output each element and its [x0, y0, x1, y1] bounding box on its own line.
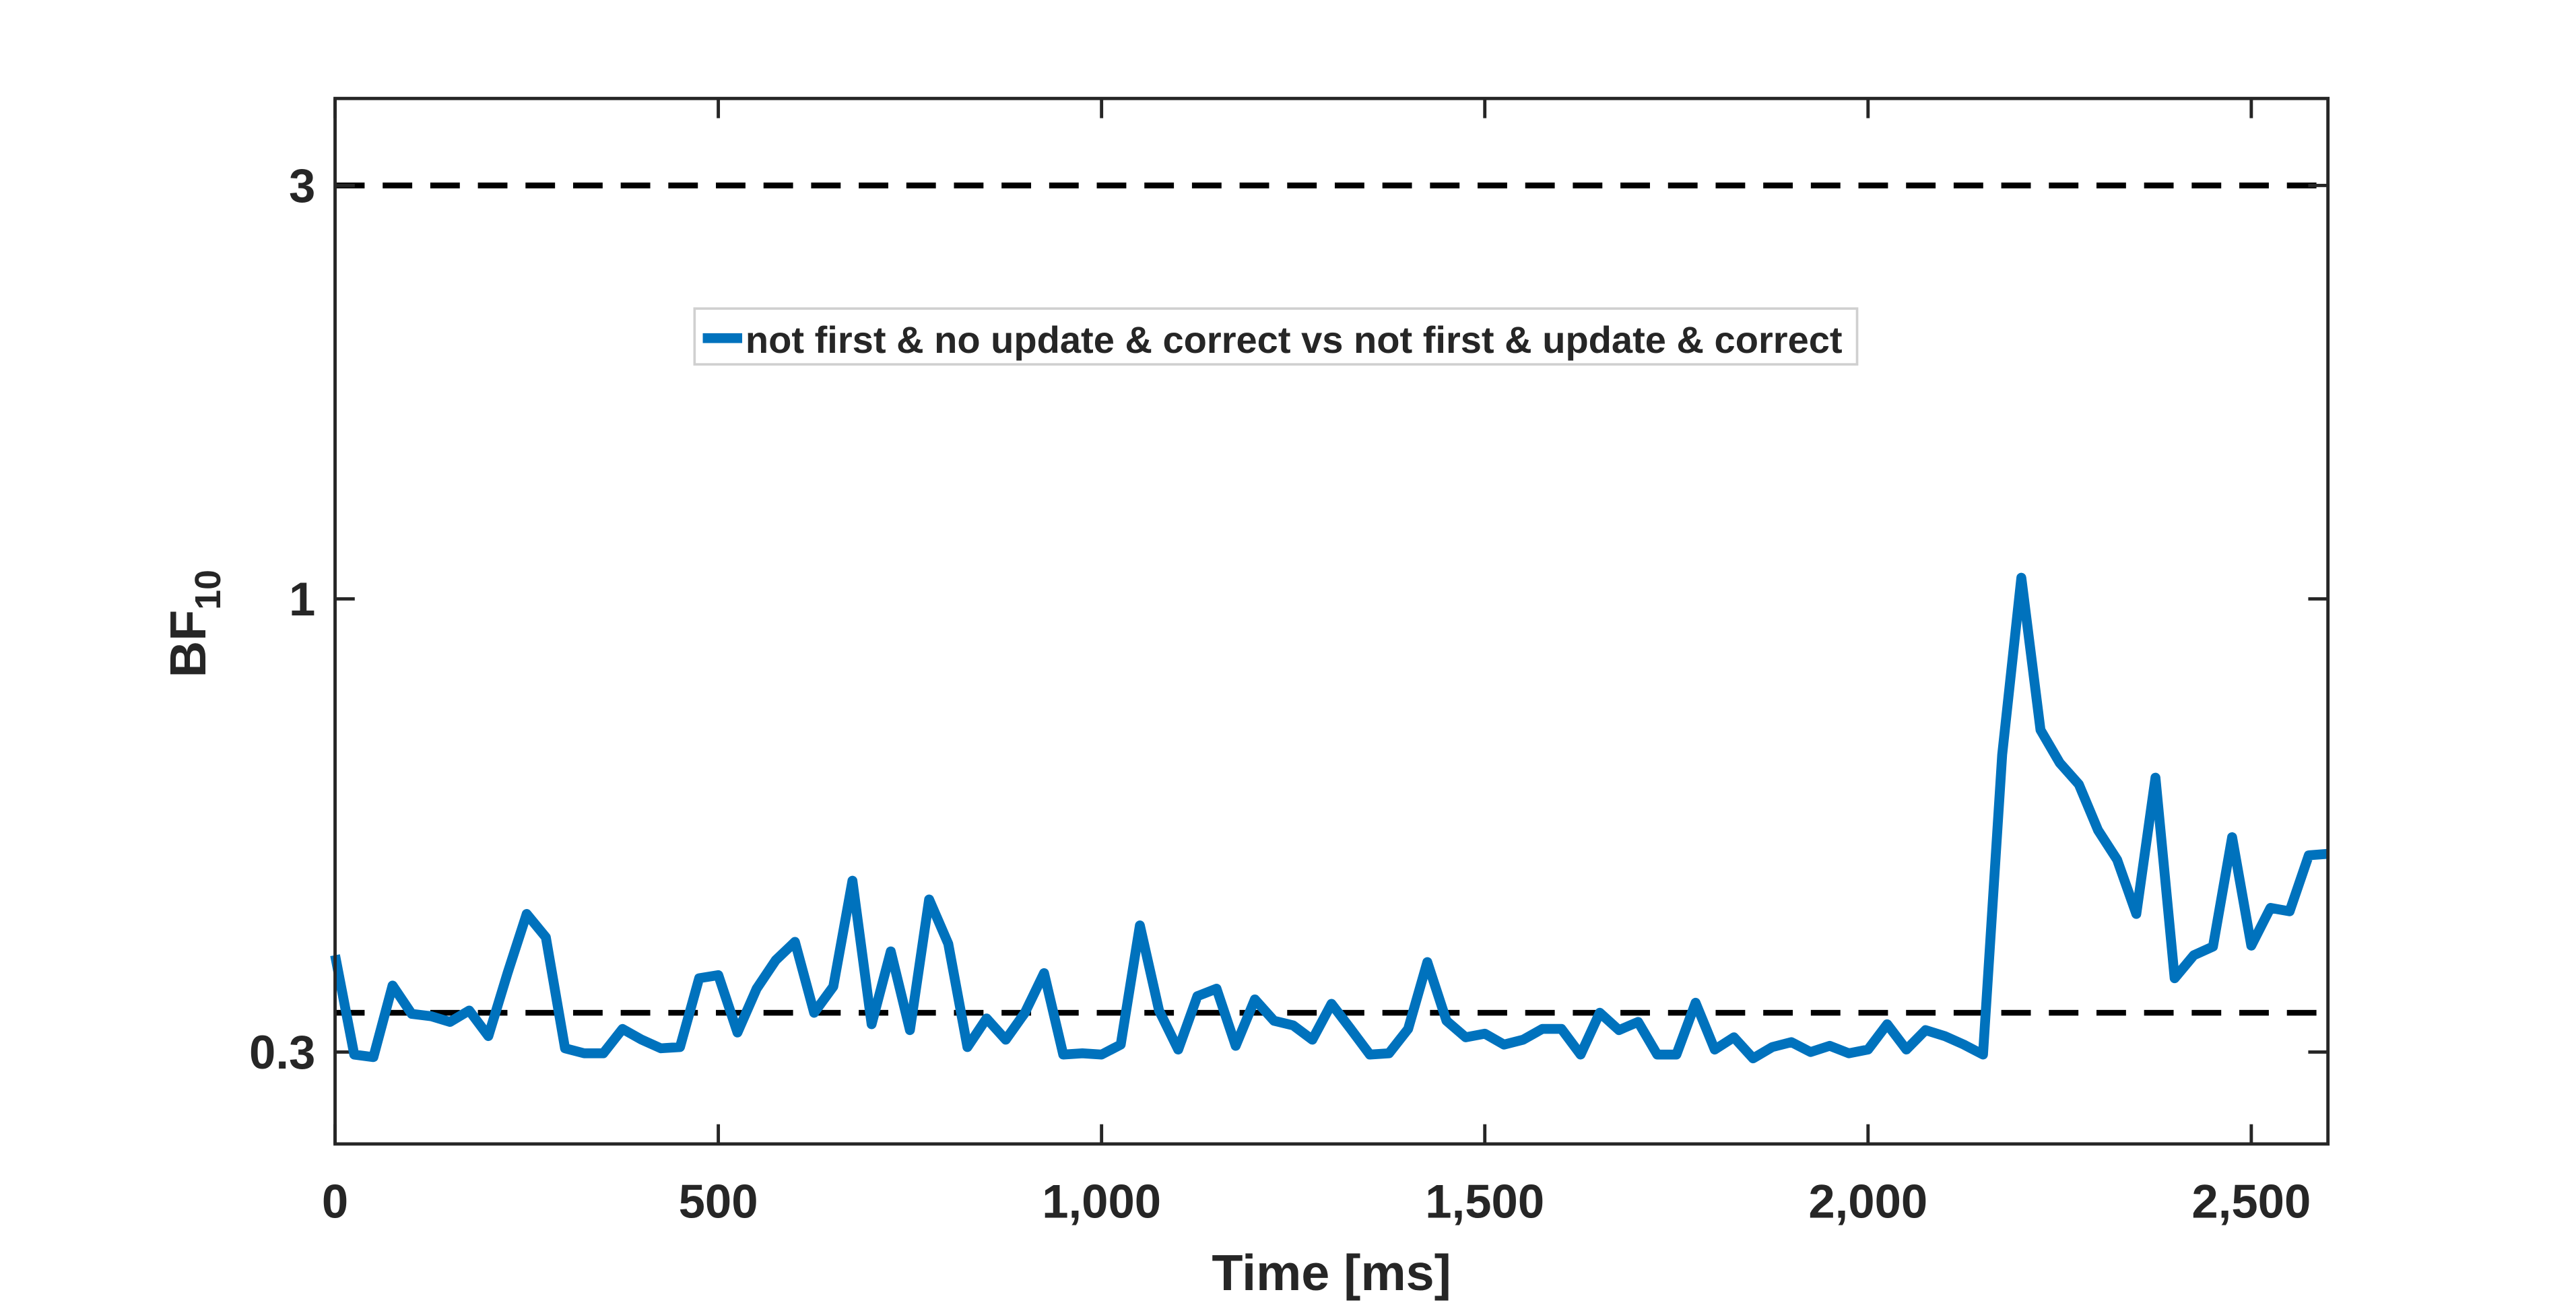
data-line [330, 572, 2329, 1064]
x-tick-label: 1,000 [1042, 1175, 1161, 1228]
y-axis-label-subscript: 10 [188, 570, 228, 610]
x-tick-label: 500 [679, 1175, 758, 1228]
x-tick-label: 2,000 [1808, 1175, 1927, 1228]
plot-frame [333, 96, 2330, 1146]
y-axis-label: BF10 [160, 570, 228, 677]
y-tick-label: 0.3 [249, 1025, 315, 1079]
x-tick-label: 0 [322, 1175, 348, 1228]
x-tick-label: 2,500 [2191, 1175, 2311, 1228]
y-axis-label-main: BF [160, 610, 217, 678]
x-axis-label: Time [ms] [1212, 1245, 1451, 1302]
legend: not first & no update & correct vs not f… [693, 307, 1859, 366]
x-tick-label: 1,500 [1425, 1175, 1544, 1228]
legend-label: not first & no update & correct vs not f… [746, 318, 1843, 361]
plot-area [335, 98, 2328, 1144]
y-tick-label: 1 [289, 572, 315, 626]
legend-box [693, 307, 1859, 366]
y-tick-label: 3 [289, 159, 315, 212]
